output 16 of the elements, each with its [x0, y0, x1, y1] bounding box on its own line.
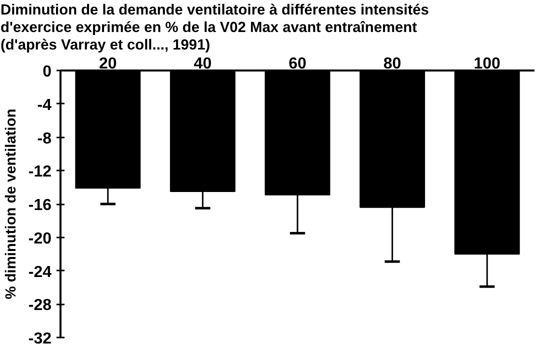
- x-tick-label: 100: [474, 56, 501, 72]
- x-tick-label: 40: [194, 56, 212, 72]
- chart-title: Diminution de la demande ventilatoire à différentes intensités d'exercice exprimée en % de la V02 Max avant entraînement (d'après Varray et coll..., 1991): [0, 2, 429, 54]
- y-tick-label: -20: [28, 230, 52, 248]
- y-tick-label: -4: [37, 96, 52, 114]
- y-tick-label: -32: [28, 330, 52, 348]
- x-tick-label: 80: [383, 56, 402, 72]
- x-tick-label: 20: [99, 56, 117, 72]
- y-tick-label: -8: [37, 130, 52, 148]
- x-tick-label: 60: [288, 56, 306, 72]
- y-tick-label: -16: [28, 197, 52, 214]
- y-tick-label: 0: [42, 64, 52, 80]
- y-tick-label: -12: [28, 164, 52, 181]
- y-axis-title: % diminution de ventilation: [3, 108, 20, 300]
- y-tick-label: -28: [28, 297, 52, 314]
- y-tick-label: -24: [28, 264, 52, 281]
